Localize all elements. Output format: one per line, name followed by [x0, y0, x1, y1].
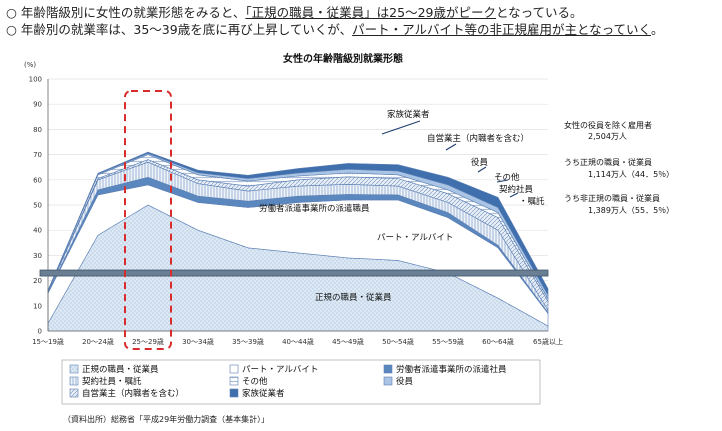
- chart-overlay: [39, 90, 549, 350]
- side-note-value: 1,389万人（55．5％）: [588, 206, 674, 215]
- label-arrow: [381, 120, 421, 135]
- area-label: 役員: [471, 157, 489, 168]
- bullet-text: 「正規の職員・従業員」は25～29歳がピーク: [245, 5, 496, 20]
- y-tick-label: 30: [33, 252, 42, 260]
- chart-title: 女性の年齢階級別就業形態: [283, 52, 403, 65]
- x-tick-label: 60～64歳: [482, 337, 514, 346]
- legend-swatch: [229, 364, 239, 374]
- y-tick-label: 80: [33, 126, 42, 134]
- legend-label: パート・アルバイト: [242, 365, 318, 375]
- legend-swatch: [229, 376, 239, 386]
- tick-labels: 0 10 20 30 40 50 60 70 80 90 100 15～19歳 20～24歳 25～29歳…: [29, 76, 563, 347]
- y-tick-label: 20: [33, 277, 42, 285]
- bullet-line-2: ○ 年齢別の就業率は、35～39歳を底に再び上昇していくが、パート・アルバイト等…: [6, 21, 664, 38]
- label-arrow: [509, 192, 519, 198]
- header-bullets: ○ 年齢階級別に女性の就業形態をみると、「正規の職員・従業員」は25～29歳がピ…: [6, 4, 664, 38]
- side-note-value: 2,504万人: [588, 132, 627, 141]
- x-tick-label: 40～44歳: [282, 337, 314, 346]
- bullet-marker: ○: [6, 5, 21, 20]
- bullet-text: 年齢別の就業率は、35～39歳を底に再び上昇していくが、: [20, 22, 353, 37]
- legend-label: 自営業主（内職者を含む）: [82, 388, 184, 399]
- legend-label: 役員: [396, 376, 414, 387]
- bullet-text: 。: [650, 22, 664, 37]
- side-note-label: うち非正規の職員・従業員: [564, 193, 660, 203]
- legend-label: 家族従業者: [242, 388, 285, 399]
- x-tick-label: 45～49歳: [332, 337, 364, 346]
- highlight-box: [124, 90, 172, 350]
- legend-label: 正規の職員・従業員: [82, 364, 159, 375]
- area-label: パート・アルバイト: [377, 233, 453, 243]
- legend-swatch: [69, 364, 79, 374]
- y-tick-label: 50: [33, 202, 42, 210]
- legend-box: [61, 359, 541, 405]
- legend-label: 契約社員・嘱託: [82, 376, 142, 387]
- bullet-text: となっている。: [495, 5, 583, 20]
- y-tick-label: 0: [38, 328, 42, 336]
- area-label: 契約社員: [499, 184, 534, 195]
- legend-swatch: [69, 388, 79, 398]
- area-label: その他: [494, 172, 520, 183]
- y-tick-label: 100: [29, 76, 42, 84]
- y-tick-label: 40: [33, 227, 42, 235]
- x-tick-label: 50～54歳: [382, 337, 414, 346]
- y-tick-label: 10: [33, 302, 42, 310]
- y-tick-label: 60: [33, 176, 42, 184]
- bullet-text: パート・アルバイト等の非正規雇用が主となっていく: [352, 22, 651, 37]
- area-7: [47, 151, 549, 297]
- y-axis-unit: (%): [24, 61, 36, 69]
- x-tick-label: 55～59歳: [432, 337, 464, 346]
- side-note-label: うち正規の職員・従業員: [564, 157, 652, 167]
- area-label: 家族従業者: [387, 109, 430, 120]
- label-arrow: [477, 166, 487, 173]
- x-tick-label: 15～19歳: [32, 337, 64, 346]
- y-tick-label: 70: [33, 151, 42, 159]
- side-note-label: 女性の役員を除く雇用者: [564, 120, 652, 130]
- bullet-line-1: ○ 年齢階級別に女性の就業形態をみると、「正規の職員・従業員」は25～29歳がピ…: [6, 4, 664, 21]
- label-arrow: [445, 143, 457, 151]
- legend-swatch: [383, 376, 393, 386]
- area-label: 正規の職員・従業員: [315, 292, 392, 303]
- legend-swatch: [383, 364, 393, 374]
- x-tick-label: 65歳以上: [533, 337, 563, 346]
- source-note: （資料出所）総務省「平成29年労働力調査（基本集計）」: [63, 415, 270, 424]
- y-tick-label: 90: [33, 101, 42, 109]
- x-tick-label: 20～24歳: [82, 337, 114, 346]
- x-tick-label: 30～34歳: [182, 337, 214, 346]
- legend-swatch: [229, 388, 239, 398]
- reference-line: [39, 269, 549, 277]
- area-series: [47, 151, 549, 332]
- area-label: ・嘱託: [519, 196, 545, 207]
- area-label: 自営業主（内職者を含む）: [427, 133, 529, 144]
- axes: [47, 79, 548, 332]
- bullet-marker: ○: [6, 22, 21, 37]
- x-tick-label: 35～39歳: [232, 337, 264, 346]
- label-arrow: [496, 179, 509, 183]
- bullet-text: 年齢階級別に女性の就業形態をみると、: [20, 5, 246, 20]
- legend-label: その他: [242, 376, 268, 387]
- side-note-value: 1,114万人（44．5％）: [588, 170, 674, 179]
- area-label: 労働者派遣事業所の派遣職員: [259, 203, 370, 214]
- x-tick-label: 25～29歳: [132, 337, 164, 346]
- legend-swatch: [69, 376, 79, 386]
- legend-label: 労働者派遣事業所の派遣社員: [396, 364, 507, 375]
